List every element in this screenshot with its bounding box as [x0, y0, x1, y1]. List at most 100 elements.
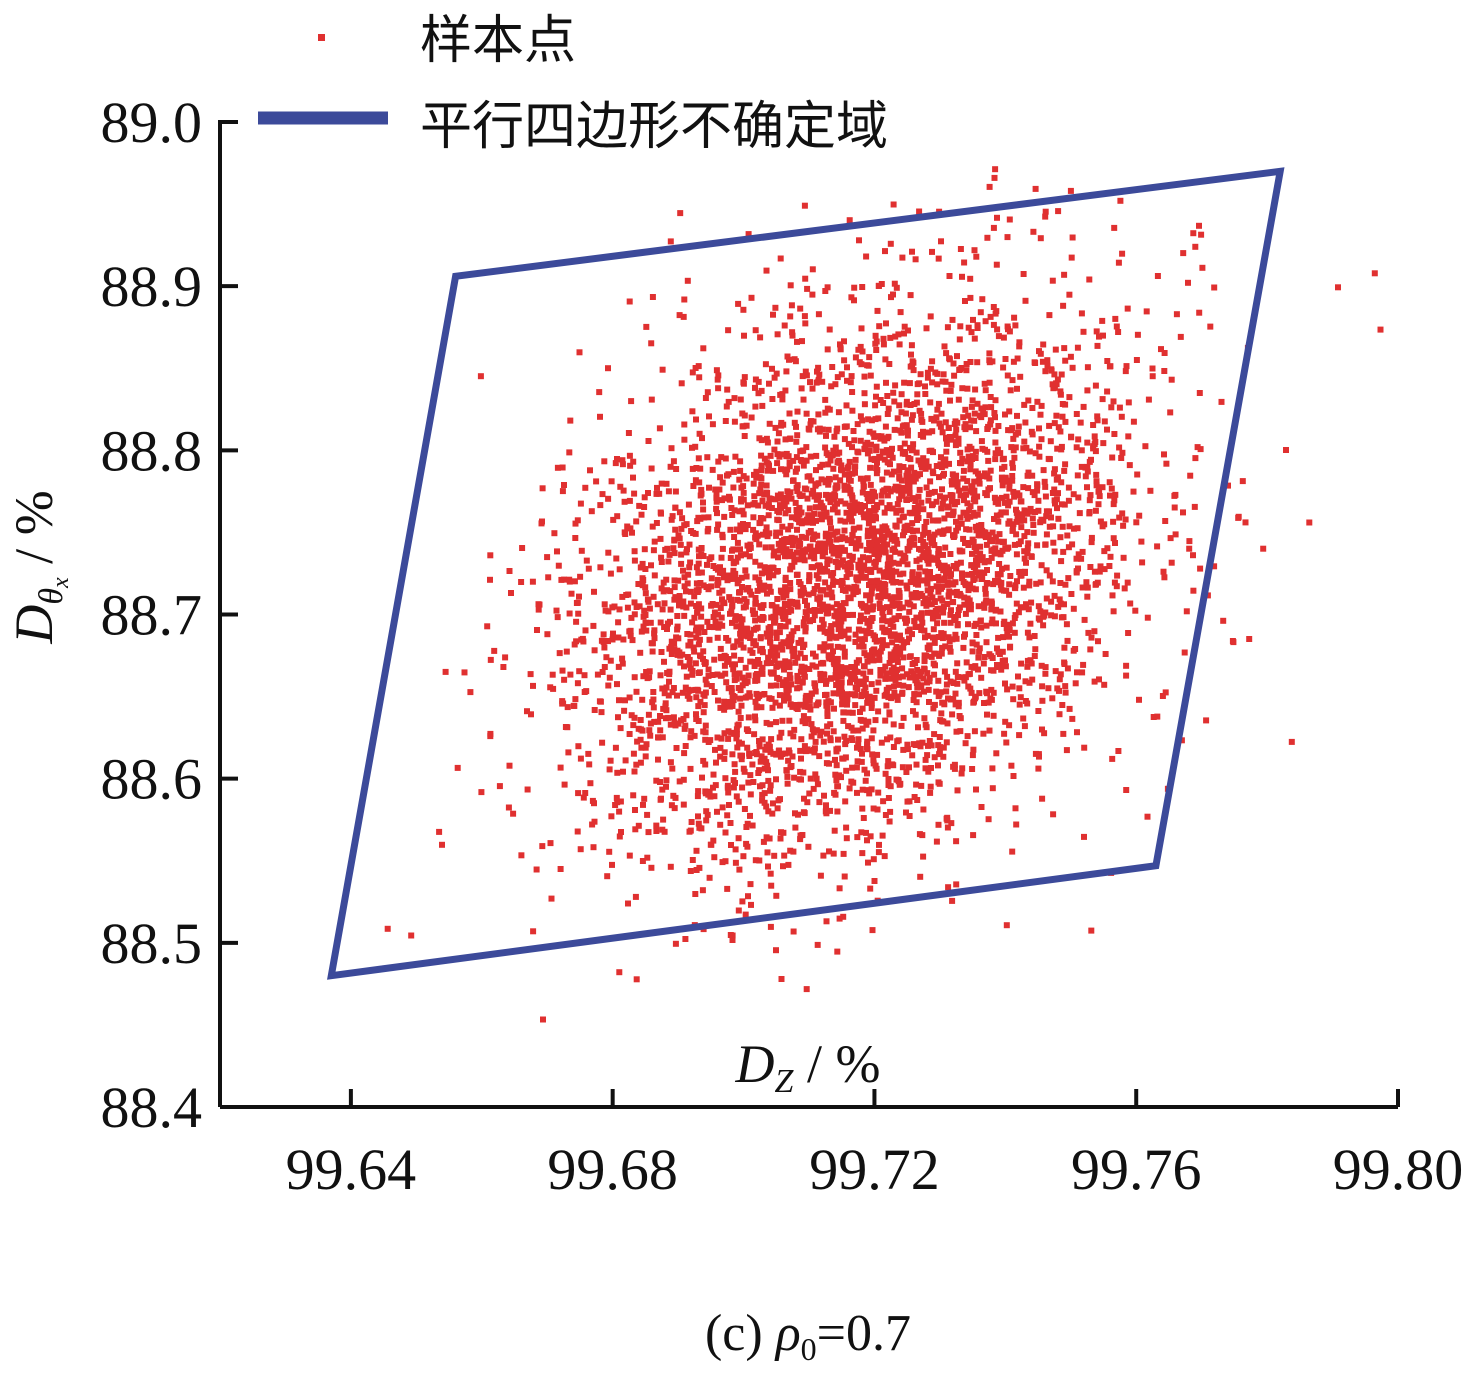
- sample-point: [941, 527, 947, 534]
- sample-point: [801, 202, 808, 209]
- sample-point: [1225, 482, 1231, 489]
- sample-point: [992, 427, 999, 434]
- sample-point: [993, 261, 1000, 268]
- sample-point: [661, 690, 668, 697]
- sample-point: [572, 696, 579, 703]
- sample-point: [710, 624, 717, 631]
- sample-point: [719, 859, 726, 866]
- sample-point: [991, 494, 998, 501]
- sample-point: [941, 515, 948, 522]
- sample-point: [1203, 717, 1210, 724]
- sample-point: [1168, 559, 1175, 566]
- sample-point: [1123, 787, 1130, 793]
- sample-point: [869, 927, 876, 934]
- sample-point: [1069, 715, 1076, 722]
- sample-point: [1053, 381, 1060, 388]
- sample-point: [973, 621, 980, 627]
- sample-point: [886, 608, 893, 615]
- sample-point: [763, 803, 770, 810]
- sample-point: [1010, 358, 1017, 365]
- sample-point: [681, 296, 688, 303]
- sample-point: [752, 698, 759, 705]
- sample-point: [794, 603, 801, 610]
- sample-point: [752, 713, 758, 720]
- sample-point: [576, 668, 583, 675]
- sample-point: [788, 562, 795, 569]
- sample-point: [933, 688, 940, 695]
- sample-point: [727, 820, 734, 826]
- sample-point: [678, 380, 685, 387]
- sample-point: [834, 643, 841, 650]
- sample-point: [977, 505, 984, 512]
- sample-point: [756, 520, 763, 527]
- sample-point: [787, 606, 794, 613]
- sample-point: [783, 587, 790, 594]
- sample-point: [785, 695, 792, 702]
- sample-point: [906, 764, 912, 771]
- sample-point: [712, 486, 719, 493]
- sample-point: [689, 857, 696, 863]
- sample-point: [889, 567, 896, 574]
- sample-point: [929, 379, 936, 386]
- sample-point: [847, 490, 854, 497]
- sample-point: [894, 659, 901, 665]
- sample-point: [777, 835, 784, 842]
- sample-point: [803, 410, 810, 417]
- sample-point: [737, 630, 744, 637]
- sample-point: [893, 284, 900, 291]
- sample-point: [735, 577, 742, 583]
- sample-point: [952, 701, 959, 708]
- sample-point: [965, 453, 972, 460]
- sample-point: [877, 667, 884, 673]
- sample-point: [914, 667, 921, 673]
- sample-point: [1071, 525, 1077, 532]
- sample-point: [641, 504, 648, 510]
- sample-point: [1186, 545, 1193, 552]
- sample-point: [1110, 608, 1117, 615]
- sample-point: [607, 757, 614, 764]
- sample-point: [953, 728, 960, 735]
- sample-point: [1084, 364, 1091, 371]
- sample-point: [1023, 444, 1030, 451]
- sample-point: [794, 488, 801, 494]
- sample-point: [904, 483, 911, 490]
- sample-point: [995, 634, 1002, 641]
- sample-point: [967, 294, 974, 301]
- sample-point: [741, 768, 748, 775]
- sample-point: [873, 447, 880, 454]
- sample-point: [630, 750, 637, 757]
- sample-point: [886, 361, 893, 367]
- sample-point: [864, 744, 870, 751]
- sample-point: [1082, 473, 1089, 480]
- sample-point: [748, 591, 755, 598]
- sample-point: [876, 323, 883, 330]
- sample-point: [1035, 497, 1042, 504]
- sample-point: [825, 537, 832, 544]
- sample-point: [982, 318, 989, 325]
- sample-point: [693, 416, 699, 423]
- sample-point: [1084, 484, 1090, 491]
- sample-point: [867, 833, 874, 840]
- sample-point: [939, 718, 945, 725]
- sample-point: [963, 361, 970, 367]
- sample-point: [1016, 732, 1023, 739]
- y-tick-label: 88.4: [101, 1075, 203, 1140]
- sample-point: [878, 492, 885, 499]
- sample-point: [873, 765, 880, 772]
- sample-point: [630, 792, 637, 799]
- sample-point: [1073, 555, 1080, 562]
- sample-point: [695, 455, 702, 462]
- sample-point: [639, 575, 646, 582]
- sample-point: [742, 567, 749, 574]
- sample-point: [657, 672, 664, 679]
- sample-point: [986, 727, 993, 734]
- sample-point: [739, 423, 746, 430]
- sample-point: [1027, 505, 1034, 512]
- sample-point: [1009, 377, 1016, 384]
- sample-point: [1062, 418, 1069, 425]
- sample-point: [689, 465, 696, 472]
- sample-point: [1085, 629, 1092, 636]
- sample-point: [578, 547, 585, 554]
- sample-point: [929, 517, 936, 524]
- sample-point: [1106, 363, 1113, 370]
